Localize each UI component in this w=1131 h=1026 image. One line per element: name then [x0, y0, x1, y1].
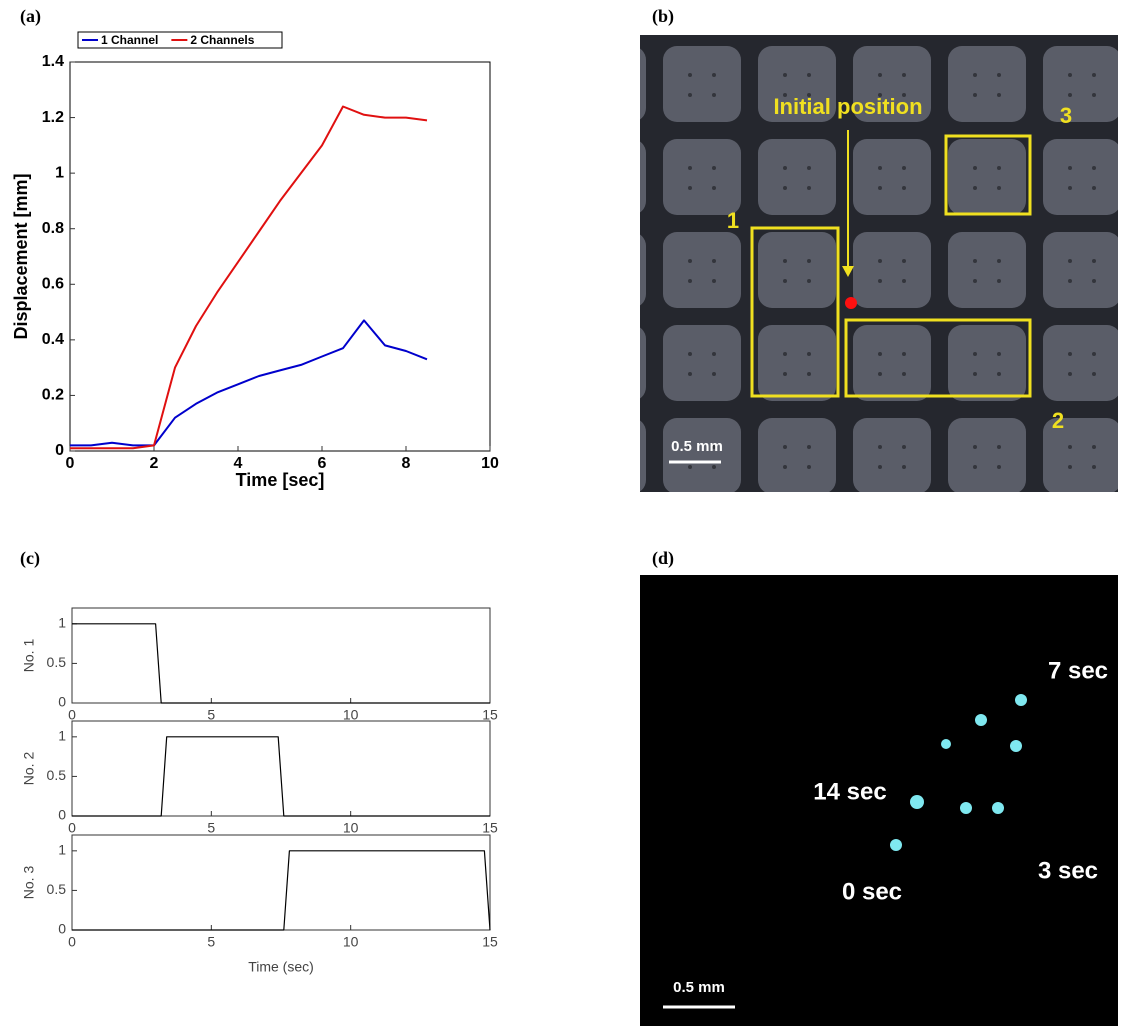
- y-tick-label: 1: [55, 164, 64, 181]
- x-tick-label: 10: [343, 820, 359, 836]
- x-tick-label: 2: [150, 455, 159, 472]
- y-axis-label: No. 1: [21, 639, 37, 673]
- y-tick-label: 1: [58, 728, 66, 744]
- annotation: 0 sec: [842, 878, 902, 905]
- panel-label: (d): [652, 548, 674, 569]
- x-tick-label: 5: [207, 707, 215, 723]
- x-axis-label: Time (sec): [248, 959, 314, 975]
- x-tick-label: 0: [68, 934, 76, 950]
- panel-label: (b): [652, 6, 674, 27]
- y-tick-label: 0: [58, 921, 66, 937]
- x-tick-label: 0: [68, 820, 76, 836]
- x-tick-label: 15: [482, 820, 498, 836]
- y-tick-label: 1: [58, 842, 66, 858]
- annotation: 14 sec: [813, 778, 886, 805]
- plot-frame: [72, 835, 490, 930]
- x-tick-label: 10: [343, 707, 359, 723]
- microscope-image: Initial position 1 2 3 0.5 mm: [640, 35, 1118, 492]
- annotation: 1: [727, 208, 739, 233]
- y-tick-label: 0.5: [47, 881, 67, 897]
- y-tick-label: 0.6: [42, 276, 64, 293]
- legend-label: 2 Channels: [190, 33, 254, 47]
- y-tick-label: 0: [55, 442, 64, 459]
- y-tick-label: 0.5: [47, 654, 67, 670]
- scale-label: 0.5 mm: [671, 438, 723, 455]
- x-tick-label: 10: [481, 455, 499, 472]
- tracking-image: 7 sec 14 sec 3 sec 0 sec 0.5 mm: [640, 575, 1118, 1026]
- y-axis-label: Displacement [mm]: [11, 173, 31, 339]
- x-tick-label: 0: [66, 455, 75, 472]
- panel-label: (a): [20, 6, 41, 27]
- annotation: Initial position: [773, 94, 922, 119]
- x-tick-label: 10: [343, 934, 359, 950]
- x-tick-label: 15: [482, 934, 498, 950]
- x-tick-label: 15: [482, 707, 498, 723]
- y-tick-label: 0.2: [42, 387, 64, 404]
- annotation: 3: [1060, 103, 1072, 128]
- y-axis-label: No. 3: [21, 866, 37, 900]
- x-axis-label: Time [sec]: [236, 470, 325, 490]
- scale-label: 0.5 mm: [673, 979, 725, 996]
- x-tick-label: 5: [207, 934, 215, 950]
- figure: (a) (b) (c) (d) Initial position 1 2 3 0…: [0, 0, 1131, 1026]
- y-tick-label: 0.4: [42, 331, 64, 348]
- y-tick-label: 1.4: [42, 53, 64, 70]
- y-tick-label: 1.2: [42, 109, 64, 126]
- annotation: 2: [1052, 408, 1064, 433]
- x-tick-label: 8: [402, 455, 411, 472]
- plot-frame: [72, 608, 490, 703]
- panel-label: (c): [20, 548, 40, 569]
- x-tick-label: 5: [207, 820, 215, 836]
- y-tick-label: 1: [58, 615, 66, 631]
- annotation: 7 sec: [1048, 657, 1108, 684]
- y-tick-label: 0.5: [47, 767, 67, 783]
- y-tick-label: 0: [58, 807, 66, 823]
- x-tick-label: 0: [68, 707, 76, 723]
- y-tick-label: 0.8: [42, 220, 64, 237]
- legend-label: 1 Channel: [101, 33, 158, 47]
- annotation: 3 sec: [1038, 857, 1098, 884]
- y-tick-label: 0: [58, 694, 66, 710]
- y-axis-label: No. 2: [21, 752, 37, 786]
